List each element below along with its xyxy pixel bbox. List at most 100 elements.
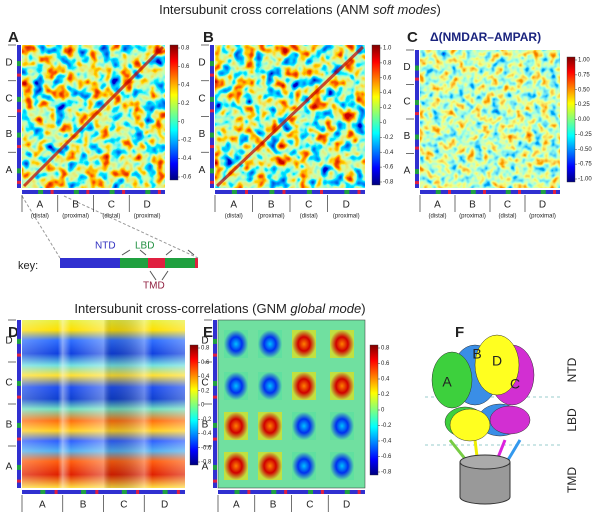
strip-tick — [415, 134, 419, 140]
col-note: (distal) — [225, 214, 243, 220]
col-label: A — [233, 500, 240, 511]
colorbar-label: 0 — [201, 403, 205, 409]
colorbar-label: 0.00 — [578, 117, 590, 123]
strip-tick — [213, 338, 217, 344]
colorbar-label: 0.2 — [381, 392, 390, 398]
strip-tick — [176, 490, 180, 494]
panel-label: A — [8, 29, 19, 46]
row-label: D — [198, 58, 205, 69]
strip-tick — [81, 490, 87, 494]
colorbar-label: 0.4 — [181, 82, 190, 88]
colorbar-label: -0.4 — [381, 439, 392, 445]
strip-tick — [17, 437, 21, 441]
strip-tick — [213, 353, 217, 357]
strip-tick — [109, 190, 115, 194]
col-label: C — [108, 200, 115, 211]
strip-tick — [282, 190, 286, 194]
domain-label: TMD — [565, 467, 579, 493]
title-part: Intersubunit cross correlations (ANM — [159, 2, 373, 17]
col-label: A — [230, 200, 237, 211]
strip-tick — [210, 132, 214, 138]
col-note: (proximal) — [529, 214, 556, 220]
strip-tick — [157, 190, 161, 194]
subunit-label: A — [442, 374, 452, 390]
key-bar — [60, 258, 198, 268]
colorbar-label: 0 — [381, 408, 385, 414]
subunit-strip — [415, 50, 419, 188]
colorbar — [369, 344, 379, 476]
strip-tick — [415, 100, 419, 106]
col-label: B — [80, 500, 87, 511]
strip-tick — [344, 490, 350, 494]
strip-tick — [86, 190, 90, 194]
subunit-strip — [218, 490, 365, 494]
strip-tick — [17, 464, 21, 470]
strip-tick — [415, 65, 419, 71]
col-label: C — [305, 200, 312, 211]
colorbar-label: -0.75 — [578, 162, 592, 168]
strip-tick — [245, 190, 248, 194]
strip-tick — [213, 422, 217, 428]
colorbar-label: 0.8 — [383, 60, 392, 66]
key-label: key: — [18, 260, 38, 272]
strip-tick — [269, 190, 275, 194]
col-note: (distal) — [498, 214, 516, 220]
strip-tick — [17, 338, 21, 344]
colorbar-label: 0 — [383, 120, 387, 126]
row-label: D — [5, 58, 12, 69]
col-label: C — [306, 500, 313, 511]
colorbar-label: -0.6 — [383, 165, 394, 171]
row-label: B — [404, 131, 411, 142]
strip-tick — [357, 490, 361, 494]
panel-label: E — [203, 324, 213, 341]
row-label: B — [199, 129, 206, 140]
strip-tick — [73, 190, 79, 194]
strip-tick — [17, 73, 21, 77]
col-note: (proximal) — [134, 214, 161, 220]
strip-tick — [17, 168, 21, 174]
subunit-strip — [22, 490, 185, 494]
col-label: D — [161, 500, 168, 511]
section-title: Intersubunit cross-correlations (GNM glo… — [74, 301, 365, 316]
colorbar-label: -0.2 — [181, 138, 192, 144]
panel-heading: Δ(NMDAR–AMPAR) — [430, 30, 541, 44]
col-note: (proximal) — [258, 214, 285, 220]
subunit-strip — [420, 190, 560, 194]
subunit-strip — [213, 320, 217, 488]
colorbar-label: -0.8 — [383, 180, 394, 186]
col-label: B — [270, 500, 277, 511]
strip-tick — [306, 190, 312, 194]
subunit-strip — [210, 45, 214, 188]
strip-tick — [308, 490, 314, 494]
strip-tick — [210, 73, 214, 77]
row-label: C — [403, 96, 410, 107]
colorbar-label: 0.6 — [383, 75, 392, 81]
colorbar-label: 0.6 — [381, 361, 390, 367]
colorbar-label: 0.50 — [578, 87, 590, 93]
strip-tick — [415, 77, 419, 81]
strip-tick — [54, 490, 58, 494]
colorbar — [371, 44, 381, 186]
key-guides — [21, 195, 199, 281]
row-label: A — [6, 462, 13, 473]
heatmap-blocks — [224, 330, 354, 480]
colorbar-label: -0.2 — [381, 423, 392, 429]
panel-label: D — [8, 324, 19, 341]
colorbar — [169, 44, 179, 181]
col-note: (distal) — [102, 214, 120, 220]
strip-tick — [95, 490, 99, 494]
colorbar-label: 0.6 — [201, 360, 210, 366]
row-label: D — [403, 62, 410, 73]
strip-tick — [121, 490, 127, 494]
title-part: global mode — [290, 301, 361, 316]
structure-diagram — [425, 334, 560, 505]
subunit-label: B — [472, 346, 481, 362]
strip-tick — [435, 190, 441, 194]
strip-tick — [357, 190, 361, 194]
col-note: (distal) — [31, 214, 49, 220]
row-label: B — [6, 420, 13, 431]
strip-tick — [247, 490, 251, 494]
colorbar-label: -0.8 — [201, 460, 212, 466]
strip-tick — [213, 395, 217, 399]
col-label: C — [504, 200, 511, 211]
